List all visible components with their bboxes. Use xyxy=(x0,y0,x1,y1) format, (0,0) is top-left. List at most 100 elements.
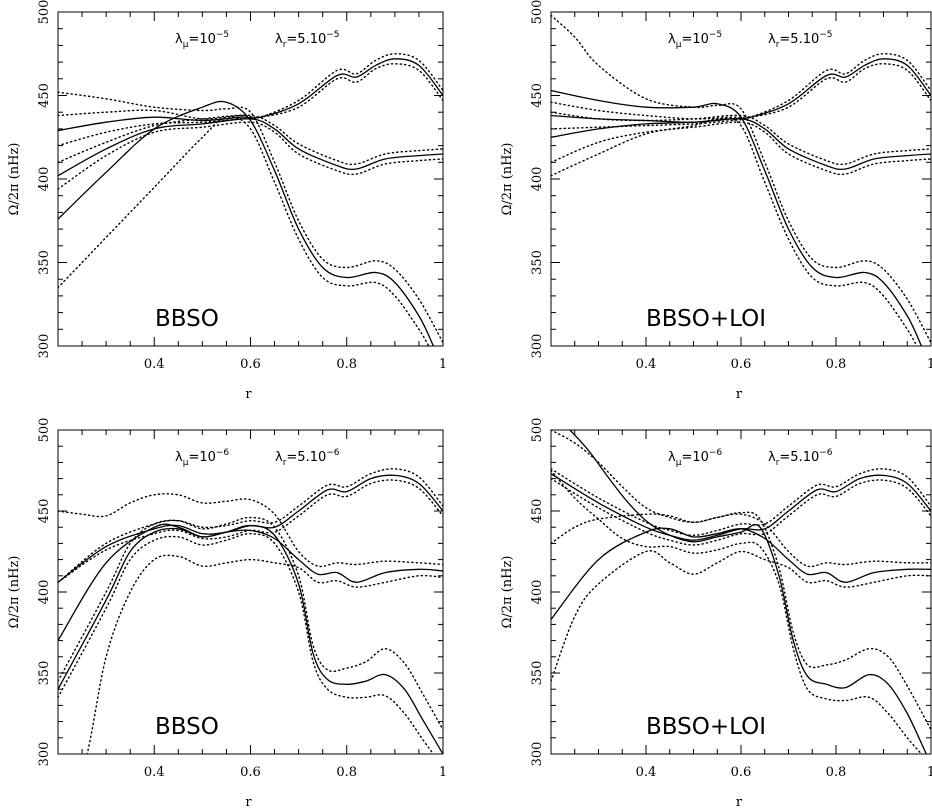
dotted-error-line xyxy=(551,430,931,731)
dotted-error-line xyxy=(551,117,918,346)
x-tick-label: 0.4 xyxy=(144,765,165,780)
series-group xyxy=(58,468,443,754)
solid-series-line xyxy=(551,58,931,123)
lambda-mu-annotation: λμ=10−5 xyxy=(668,30,722,50)
y-axis-label: Ω/2π (nHz) xyxy=(7,556,22,629)
x-axis-label: r xyxy=(736,795,743,810)
y-tick-label: 300 xyxy=(37,334,52,359)
x-tick-label: 1 xyxy=(927,357,932,372)
tick-marks xyxy=(550,429,932,755)
chart-panel-3: 0.4 0.6 0.8 1 300 350 400 450 500 r Ω/2π (nHz) λμ=1… xyxy=(7,418,447,810)
y-tick-label: 300 xyxy=(37,742,52,767)
lambda-r-annotation: λr=5.10−5 xyxy=(768,30,833,50)
y-axis-label: Ω/2π (nHz) xyxy=(7,143,22,216)
chart-panel-4: 0.4 0.6 0.8 1 300 350 400 450 500 r Ω/2π (nHz) λμ=1… xyxy=(500,418,932,810)
series-group xyxy=(551,14,931,346)
solid-series-line xyxy=(58,523,443,641)
dotted-error-line xyxy=(551,550,931,682)
y-tick-label: 400 xyxy=(530,167,545,192)
y-axis-label: Ω/2π (nHz) xyxy=(500,143,515,216)
y-tick-label: 500 xyxy=(530,418,545,443)
x-tick-label: 0.4 xyxy=(636,357,657,372)
series-group xyxy=(551,430,931,754)
lambda-r-annotation: λr=5.10−6 xyxy=(768,448,833,468)
x-tick-label: 1 xyxy=(927,765,932,780)
y-tick-label: 300 xyxy=(530,334,545,359)
x-tick-label: 1 xyxy=(439,765,447,780)
panel-label: BBSO xyxy=(155,714,219,740)
x-tick-label: 0.6 xyxy=(731,765,752,780)
plot-frame xyxy=(57,429,444,755)
dotted-error-line xyxy=(58,493,443,568)
dotted-error-line xyxy=(58,532,435,754)
tick-marks xyxy=(57,11,444,347)
dotted-error-line xyxy=(551,468,931,537)
x-axis-label: r xyxy=(245,387,252,402)
dotted-error-line xyxy=(551,63,931,120)
y-tick-label: 350 xyxy=(37,250,52,275)
solid-series-line xyxy=(551,118,931,171)
solid-series-line xyxy=(551,473,931,541)
panel-label: BBSO+LOI xyxy=(646,714,766,740)
dotted-error-line xyxy=(58,516,443,731)
lambda-r-annotation: λr=5.10−5 xyxy=(275,30,340,50)
y-tick-label: 500 xyxy=(530,0,545,24)
series-group xyxy=(58,53,443,346)
dotted-error-line xyxy=(551,14,931,344)
y-tick-label: 450 xyxy=(37,499,52,524)
dotted-error-line xyxy=(58,63,443,120)
dotted-error-line xyxy=(58,554,443,754)
y-tick-label: 500 xyxy=(37,0,52,24)
panel-label: BBSO+LOI xyxy=(646,306,766,332)
solid-series-line xyxy=(58,118,443,177)
solid-series-line xyxy=(58,524,443,754)
y-tick-label: 400 xyxy=(37,167,52,192)
tick-marks xyxy=(550,11,932,347)
lambda-mu-annotation: λμ=10−6 xyxy=(175,448,229,468)
dotted-error-line xyxy=(58,53,443,147)
solid-series-line xyxy=(58,58,443,132)
dotted-error-line xyxy=(58,468,443,583)
solid-series-line xyxy=(58,474,443,583)
dotted-error-line xyxy=(58,479,443,583)
solid-series-line xyxy=(58,100,434,346)
dotted-error-line xyxy=(551,477,931,546)
dotted-error-line xyxy=(551,469,923,754)
x-tick-label: 1 xyxy=(439,357,447,372)
y-tick-label: 500 xyxy=(37,418,52,443)
lambda-mu-annotation: λμ=10−6 xyxy=(668,448,722,468)
dotted-error-line xyxy=(58,121,443,190)
dotted-error-line xyxy=(58,114,443,166)
lambda-mu-annotation: λμ=10−5 xyxy=(175,30,229,50)
chart-panel-1: 0.4 0.6 0.8 1 300 350 400 450 500 r Ω/2π (nHz) λμ=1… xyxy=(7,0,447,402)
y-tick-label: 400 xyxy=(530,580,545,605)
y-tick-label: 300 xyxy=(530,742,545,767)
x-tick-label: 0.8 xyxy=(826,765,847,780)
x-axis-label: r xyxy=(245,795,252,810)
plot-frame xyxy=(550,11,932,347)
plot-frame xyxy=(550,429,932,755)
panel-label: BBSO xyxy=(155,306,219,332)
x-tick-label: 0.8 xyxy=(336,357,357,372)
y-axis-label: Ω/2π (nHz) xyxy=(500,556,515,629)
plot-frame xyxy=(57,11,444,347)
y-tick-label: 350 xyxy=(530,250,545,275)
dotted-error-line xyxy=(551,513,931,568)
solid-series-line xyxy=(569,430,927,754)
y-tick-label: 450 xyxy=(530,499,545,524)
tick-marks xyxy=(57,429,444,755)
solid-series-line xyxy=(551,527,931,620)
x-tick-label: 0.8 xyxy=(826,357,847,372)
dotted-error-line xyxy=(58,91,443,344)
y-tick-label: 400 xyxy=(37,580,52,605)
y-tick-label: 350 xyxy=(37,661,52,686)
y-tick-label: 450 xyxy=(530,83,545,108)
dotted-error-line xyxy=(551,121,931,176)
x-tick-label: 0.8 xyxy=(336,765,357,780)
lambda-r-annotation: λr=5.10−6 xyxy=(275,448,340,468)
x-tick-label: 0.6 xyxy=(240,357,261,372)
x-axis-label: r xyxy=(736,387,743,402)
chart-panel-2: 0.4 0.6 0.8 1 300 350 400 450 500 r Ω/2π (nHz) λμ=1… xyxy=(500,0,932,402)
x-tick-label: 0.6 xyxy=(240,765,261,780)
